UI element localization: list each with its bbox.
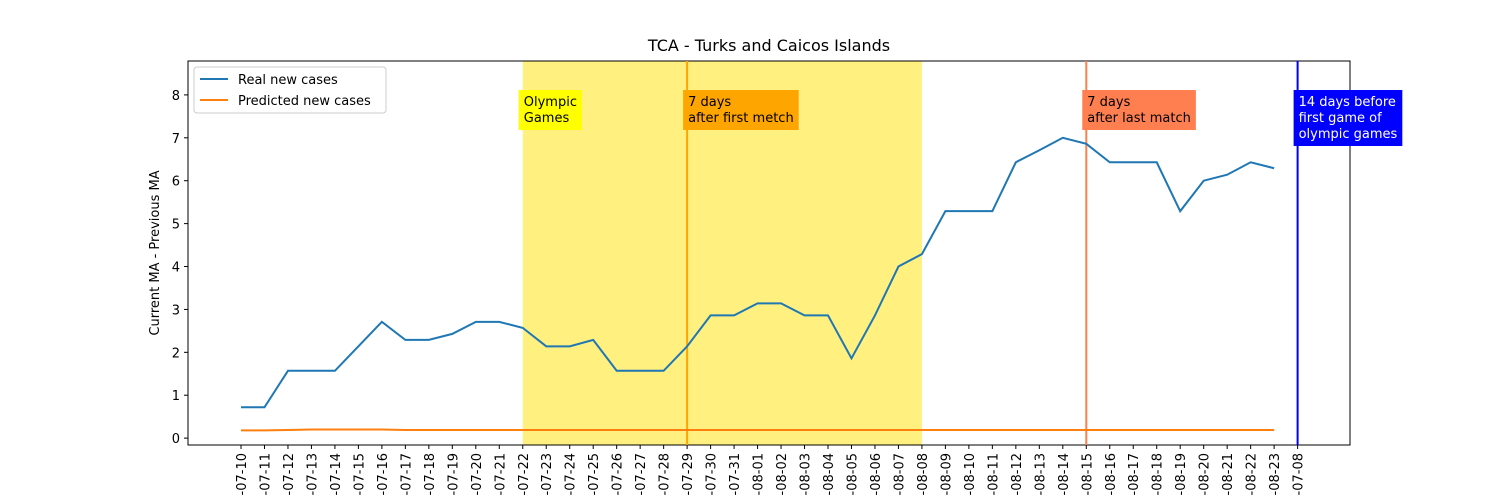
x-tick-label: -07-23 xyxy=(540,453,555,495)
annotation-text: 7 days xyxy=(1087,95,1130,110)
x-tick-label: -08-18 xyxy=(1151,453,1166,495)
x-tick-label: -08-04 xyxy=(822,453,837,495)
y-tick-label: 8 xyxy=(172,89,180,104)
x-tick-label: -08-21 xyxy=(1221,453,1236,495)
y-tick-label: 3 xyxy=(172,303,180,318)
x-tick-label: -07-13 xyxy=(305,453,320,495)
x-tick-label: -07-19 xyxy=(446,453,461,495)
x-tick-label: -07-31 xyxy=(728,453,743,495)
x-tick-label: -07-14 xyxy=(329,453,344,495)
x-tick-label: -08-13 xyxy=(1033,453,1048,495)
annotation-text: 14 days before xyxy=(1299,95,1396,110)
chart-title: TCA - Turks and Caicos Islands xyxy=(647,36,890,55)
x-tick-label: -07-20 xyxy=(470,453,485,495)
x-tick-label: -07-16 xyxy=(376,453,391,495)
y-tick-label: 1 xyxy=(172,389,180,404)
x-tick-label: -08-08 xyxy=(916,453,931,495)
x-tick-label: -07-10 xyxy=(235,453,250,495)
y-tick-label: 7 xyxy=(172,132,180,147)
x-tick-label: -08-15 xyxy=(1080,453,1095,495)
y-tick-label: 2 xyxy=(172,346,180,361)
y-axis-label: Current MA - Previous MA xyxy=(148,170,163,335)
x-tick-label: -08-03 xyxy=(799,453,814,495)
x-tick-label: -07-28 xyxy=(658,453,673,495)
x-tick-label: -07-21 xyxy=(493,453,508,495)
x-tick-label: -08-05 xyxy=(845,453,860,495)
x-tick-label: -08-23 xyxy=(1268,453,1283,495)
annotation-box xyxy=(1082,90,1196,130)
legend-label: Predicted new cases xyxy=(238,94,371,109)
x-tick-label: -07-26 xyxy=(611,453,626,495)
annotation-text: after last match xyxy=(1087,111,1191,126)
x-tick-label: -07-27 xyxy=(634,453,649,495)
y-tick-label: 6 xyxy=(172,175,180,190)
x-tick-label: -08-19 xyxy=(1174,453,1189,495)
annotation-text: olympic games xyxy=(1299,127,1398,142)
x-tick-label: -07-18 xyxy=(423,453,438,495)
x-tick-label: -07-29 xyxy=(681,453,696,495)
x-tick-label: -08-01 xyxy=(752,453,767,495)
x-tick-label: -07-24 xyxy=(564,453,579,495)
plot-frame xyxy=(187,60,1351,446)
x-tick-label: -07-11 xyxy=(258,453,273,495)
annotation-text: first game of xyxy=(1299,111,1383,126)
x-tick-label: -08-06 xyxy=(869,453,884,495)
annotation-box xyxy=(518,90,582,130)
x-tick-label: -07-25 xyxy=(587,453,602,495)
x-tick-label: -07-30 xyxy=(705,453,720,495)
annotation-text: Olympic xyxy=(524,95,577,110)
x-tick-label: -08-12 xyxy=(1010,453,1025,495)
x-tick-label: -07-08 xyxy=(1292,453,1307,495)
x-tick-label: -08-22 xyxy=(1245,453,1260,495)
x-tick-label: -08-07 xyxy=(892,453,907,495)
annotation-text: Games xyxy=(524,111,570,126)
annotation-box xyxy=(683,90,799,130)
x-tick-label: -08-17 xyxy=(1127,453,1142,495)
x-tick-label: -08-11 xyxy=(986,453,1001,495)
x-tick-label: -07-22 xyxy=(517,453,532,495)
x-tick-label: -07-12 xyxy=(282,453,297,495)
x-tick-label: -07-17 xyxy=(399,453,414,495)
x-tick-label: -07-15 xyxy=(352,453,367,495)
y-tick-label: 4 xyxy=(172,261,180,276)
y-tick-label: 0 xyxy=(172,432,180,447)
x-tick-label: -08-09 xyxy=(939,453,954,495)
annotation-text: after first metch xyxy=(688,111,794,126)
x-tick-label: -08-02 xyxy=(775,453,790,495)
annotation-box xyxy=(1293,90,1403,146)
data-line xyxy=(241,136,1275,409)
y-tick-label: 5 xyxy=(172,218,180,233)
x-tick-label: -08-14 xyxy=(1057,453,1072,495)
x-tick-label: -08-10 xyxy=(963,453,978,495)
x-tick-label: -08-20 xyxy=(1198,453,1213,495)
x-tick-label: -08-16 xyxy=(1104,453,1119,495)
annotation-text: 7 days xyxy=(688,95,731,110)
legend-label: Real new cases xyxy=(238,73,338,88)
legend: Real new cases Predicted new cases xyxy=(193,66,387,114)
legend-box xyxy=(193,66,387,114)
data-line xyxy=(241,428,1275,432)
